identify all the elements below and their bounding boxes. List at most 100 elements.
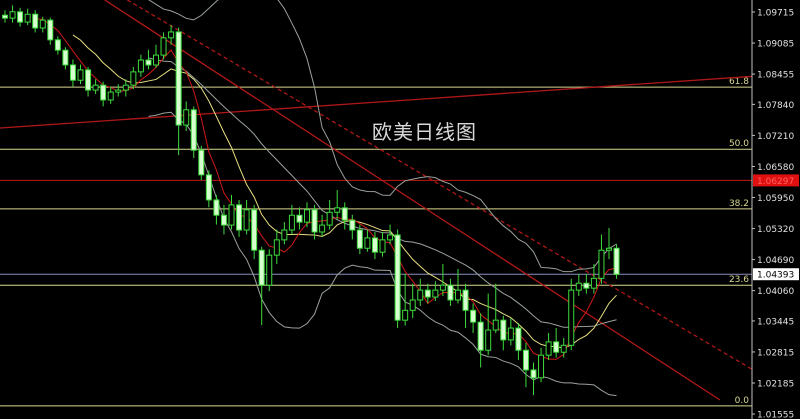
bollinger-upper-band [148,0,617,273]
candle-body [356,229,363,249]
candle-body [394,234,401,321]
candle-body [575,282,582,291]
candle-body [243,209,250,231]
price-axis-background [752,0,800,419]
candle-body [92,84,99,91]
price-axis-label: 1.04060 [757,287,794,297]
candle-body [379,239,386,253]
candle-body [296,214,303,223]
price-axis-label: 1.01555 [757,411,794,419]
candle-body [560,344,567,353]
candle-body [273,239,280,256]
candle-body [85,69,92,91]
price-marker-label: 1.06297 [757,177,794,187]
candle-body [515,327,522,351]
candle-body [447,284,454,301]
candle-body [606,247,612,251]
candle-body [507,327,514,341]
candle-body [32,13,39,29]
candle-body [530,369,537,379]
candle-body [288,214,295,231]
candle-body [424,289,431,298]
candle-body [568,289,575,346]
candle-body [439,284,446,291]
candle-body [236,204,243,231]
candle-body [17,11,24,23]
candle-body [9,11,16,19]
candle-body [311,209,318,233]
candle-body [160,37,167,56]
candle-body [168,31,175,39]
candle-body [130,71,137,86]
candle-body [220,214,227,226]
candle-body [583,282,590,289]
fib-level-label: 0.0 [735,396,750,406]
candle-body [364,237,371,249]
candle-body [371,237,378,253]
price-axis-label: 1.06580 [757,163,794,173]
candle-body [122,84,129,91]
trendline [126,0,771,381]
fib-level-label: 38.2 [729,199,749,209]
price-axis-label: 1.04690 [757,256,794,266]
candle-body [485,329,492,351]
candle-body [349,219,356,231]
candle-body [77,69,84,81]
candle-body [251,209,258,251]
candle-body [24,13,31,23]
candle-body [598,249,605,279]
price-axis-label: 1.03445 [757,317,794,327]
candle-body [319,224,326,233]
fib-level-label: 50.0 [729,139,749,149]
candle-body [409,299,416,311]
price-axis-label: 1.02185 [757,380,794,390]
candle-body [477,321,484,351]
price-marker-label: 1.04393 [757,271,794,281]
candle-body [402,309,409,321]
candle-body [183,109,190,126]
candle-body [613,247,620,275]
candle-body [198,149,205,176]
fib-level-label: 61.8 [729,77,749,87]
price-axis-label: 1.08455 [757,71,794,81]
candle-body [455,289,461,301]
price-axis-label: 1.02815 [757,348,794,358]
candle-body [538,354,545,379]
candle-body [213,199,220,216]
candle-body [266,254,273,286]
candle-body [153,54,159,66]
candle-body [326,211,333,226]
candle-body [470,309,477,323]
moving-average-fast [35,18,617,360]
candle-body [54,39,61,51]
candle-body [137,59,144,73]
candle-body [69,64,76,81]
price-axis-label: 1.05950 [757,194,794,204]
candle-body [281,229,288,241]
candle-body [462,289,469,311]
trendline [0,75,761,129]
candle-body [432,289,439,298]
candle-body [107,91,114,101]
candle-body [175,31,182,126]
candle-body [62,49,69,66]
trendline [104,0,721,401]
candle-body [545,341,552,356]
candle-body [522,349,529,371]
candle-body [417,289,424,301]
candle-body [492,319,499,331]
candle-body [590,277,597,289]
candle-body [2,14,8,19]
candle-body [205,174,212,201]
candle-body [341,207,348,221]
price-marker-box [753,174,799,187]
moving-average-slow [72,34,617,349]
candle-body [100,84,107,101]
candle-body [553,341,560,353]
price-axis-label: 1.09715 [757,9,794,19]
candle-body [228,204,235,226]
candle-body [190,109,197,151]
candle-body [334,207,341,213]
